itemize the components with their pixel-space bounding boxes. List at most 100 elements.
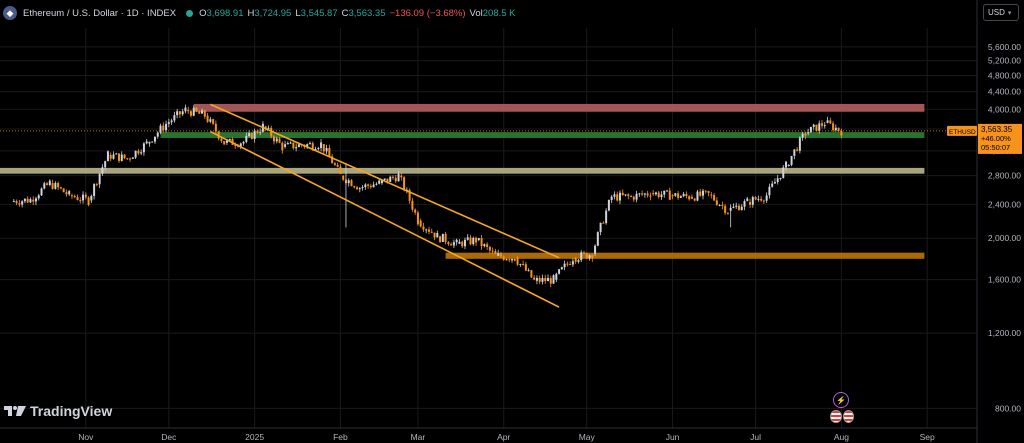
candle-body <box>585 252 588 259</box>
candle-body <box>577 260 580 262</box>
candle-body <box>621 192 624 196</box>
x-tick-label: Sep <box>920 432 935 442</box>
candle-body <box>726 212 729 214</box>
candle-body <box>682 193 685 197</box>
candle-body <box>505 259 508 261</box>
candle-body <box>704 190 707 192</box>
candle-body <box>823 125 826 127</box>
candle-body <box>308 143 311 145</box>
candle-body <box>256 130 259 133</box>
candle-body <box>624 194 627 196</box>
candle-body <box>32 199 35 202</box>
candle-body <box>466 237 469 240</box>
candle-body <box>447 242 450 245</box>
candle-body <box>148 141 151 144</box>
candle-body <box>666 190 669 192</box>
candle-body <box>497 253 500 256</box>
candle-body <box>558 269 561 274</box>
candle-body <box>389 176 392 182</box>
candle-body <box>809 126 812 133</box>
candle-body <box>84 194 87 198</box>
candle-body <box>62 188 65 193</box>
candle-body <box>701 190 704 196</box>
candle-body <box>380 179 383 184</box>
candle-body <box>336 164 339 167</box>
candle-body <box>433 232 436 238</box>
candle-body <box>538 277 541 282</box>
channel-line <box>209 130 560 308</box>
y-tick-label: 1,200.00 <box>988 328 1021 338</box>
candle-body <box>131 157 134 159</box>
candle-body <box>98 173 101 185</box>
candle-body <box>151 141 154 143</box>
candle-body <box>156 132 159 137</box>
candle-body <box>796 149 799 151</box>
candle-body <box>483 244 486 247</box>
tradingview-logo-icon <box>4 406 26 416</box>
candle-body <box>793 149 796 156</box>
candle-body <box>743 201 746 207</box>
candle-body <box>118 153 121 161</box>
tradingview-logo-text: TradingView <box>30 403 113 419</box>
candle-body <box>499 253 502 257</box>
candle-body <box>297 144 300 148</box>
candle-body <box>486 244 489 247</box>
candle-body <box>605 210 608 224</box>
candle-body <box>762 200 765 202</box>
candle-body <box>519 263 522 265</box>
y-tick-label: 5,200.00 <box>988 56 1021 66</box>
candle-body <box>34 198 37 202</box>
y-tick-label: 2,000.00 <box>988 233 1021 243</box>
candle-body <box>320 142 323 149</box>
candle-body <box>779 177 782 179</box>
candle-body <box>674 193 677 196</box>
candle-body <box>635 193 638 200</box>
candle-body <box>29 199 32 203</box>
candle-body <box>333 163 336 165</box>
candle-body <box>347 180 350 184</box>
candle-body <box>37 195 40 199</box>
candle-body <box>342 175 345 180</box>
economic-events-icon[interactable] <box>830 410 854 423</box>
symbol-title[interactable]: Ethereum / U.S. Dollar · 1D · INDEX <box>23 7 177 19</box>
currency-select[interactable]: USD ▾ <box>983 4 1019 21</box>
candle-body <box>477 238 480 241</box>
candle-body <box>311 143 314 150</box>
candle-body <box>480 238 483 247</box>
candle-body <box>167 122 170 124</box>
candle-body <box>170 120 173 123</box>
candle-body <box>369 185 372 188</box>
candle-body <box>70 195 73 197</box>
price-tag-countdown: 05:50:07 <box>981 143 1010 152</box>
candle-body <box>386 178 389 182</box>
candle-body <box>134 150 137 158</box>
candle-body <box>544 277 547 282</box>
candle-body <box>273 136 276 142</box>
candle-body <box>475 237 478 243</box>
candle-body <box>469 237 472 245</box>
x-tick-label: Feb <box>333 432 348 442</box>
candle-body <box>524 264 527 271</box>
candle-body <box>51 183 54 189</box>
candle-body <box>547 278 550 282</box>
candle-body <box>613 194 616 197</box>
candle-body <box>677 193 680 198</box>
candle-body <box>785 161 788 168</box>
candle-body <box>516 257 519 265</box>
candle-body <box>375 183 378 185</box>
candle-body <box>740 206 743 211</box>
candle-body <box>173 115 176 121</box>
candle-body <box>40 188 43 196</box>
lightning-icon[interactable]: ⚡ <box>833 392 849 408</box>
candle-body <box>552 275 555 284</box>
candle-body <box>643 193 646 195</box>
candle-body <box>79 199 82 201</box>
candle-body <box>306 144 309 147</box>
candle-body <box>331 156 334 164</box>
candle-body <box>632 196 635 200</box>
candle-body <box>768 186 771 196</box>
x-tick-label: 2025 <box>245 432 264 442</box>
tradingview-logo[interactable]: TradingView <box>4 403 112 419</box>
candle-body <box>735 205 738 207</box>
